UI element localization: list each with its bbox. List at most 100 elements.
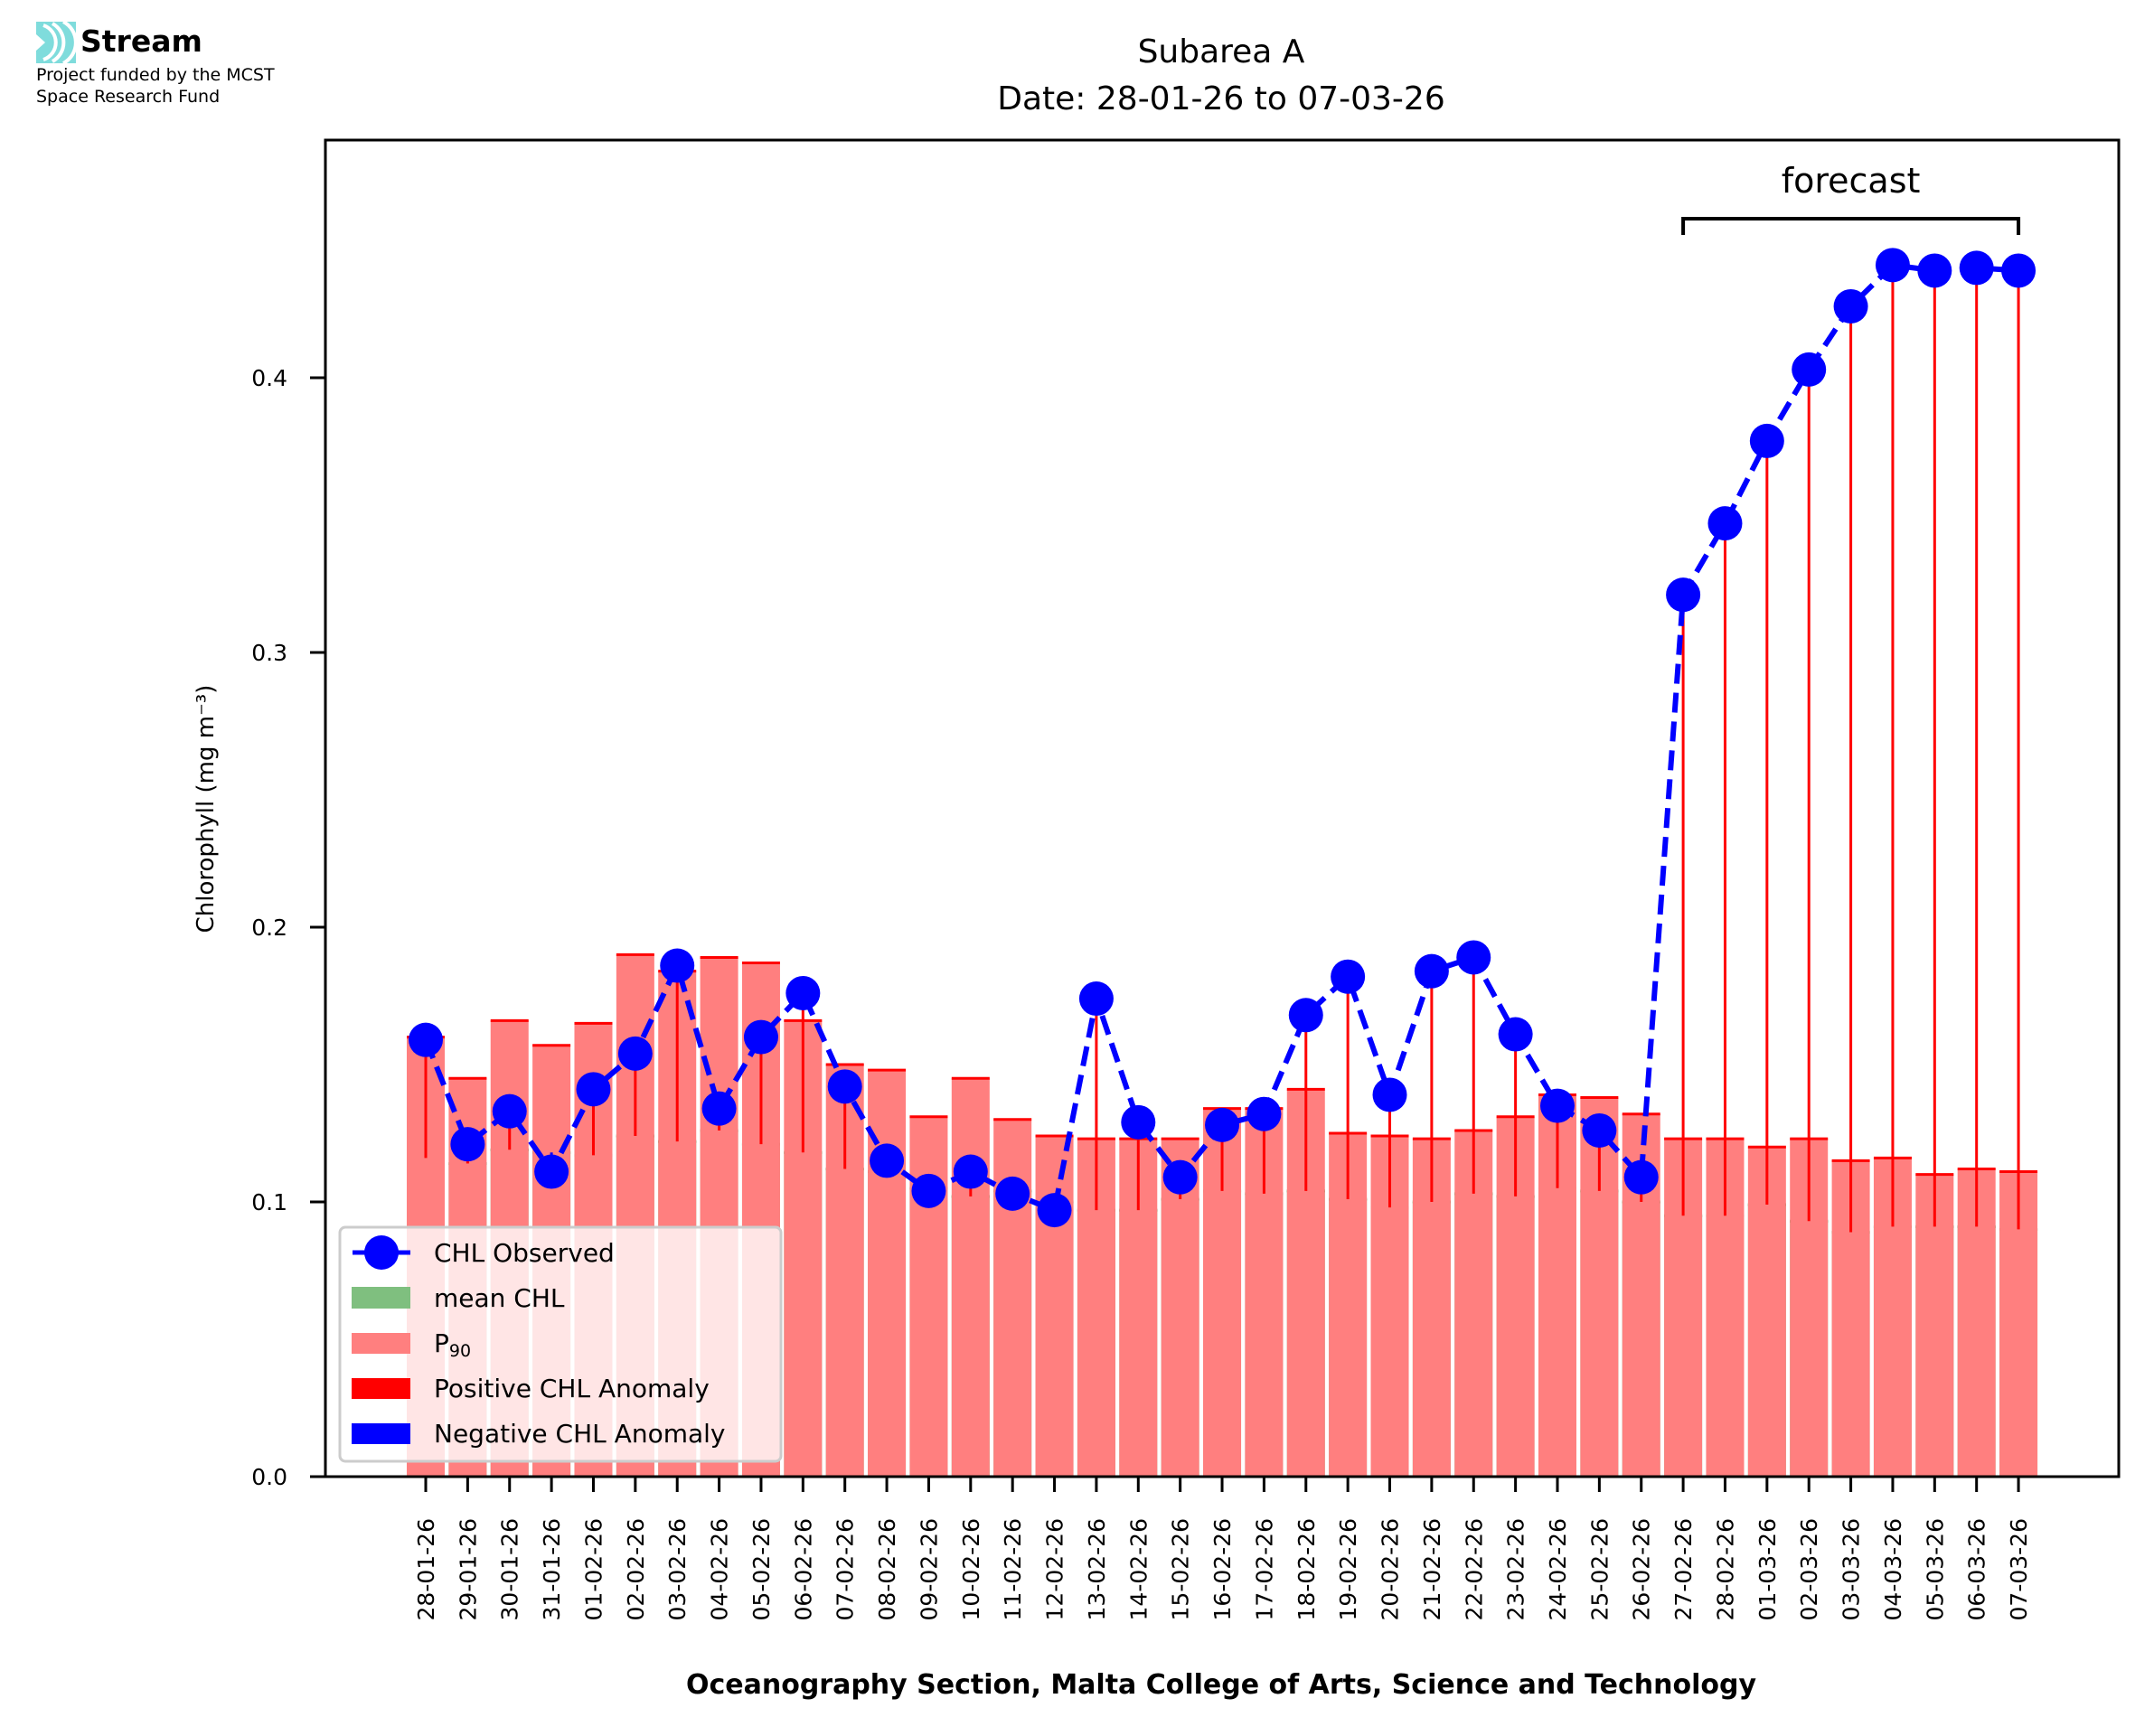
observed-marker — [701, 1091, 737, 1126]
p90-bar — [868, 1070, 907, 1477]
x-axis-ticks: 28-01-26 29-01-26 30-01-26 31-01-26 01-02-26… — [413, 1477, 2032, 1620]
observed-marker — [1498, 1017, 1533, 1052]
observed-marker — [1037, 1193, 1072, 1228]
observed-marker — [660, 948, 695, 983]
x-tick-label: 31-01-26 — [539, 1518, 565, 1620]
observed-marker — [576, 1072, 611, 1107]
y-tick-label: 0.1 — [251, 1189, 287, 1215]
x-tick-label: 07-02-26 — [832, 1518, 859, 1620]
observed-marker — [1539, 1088, 1575, 1123]
observed-marker — [1288, 998, 1323, 1033]
observed-marker — [1372, 1077, 1407, 1112]
legend-label-mean: mean CHL — [434, 1283, 565, 1313]
observed-marker — [911, 1173, 946, 1208]
legend-label-negative-anomaly: Negative CHL Anomaly — [434, 1419, 725, 1449]
x-tick-label: 15-02-26 — [1168, 1518, 1194, 1620]
legend-swatch-positive-anomaly — [352, 1378, 410, 1399]
observed-marker — [1246, 1096, 1282, 1131]
x-tick-label: 20-02-26 — [1378, 1518, 1404, 1620]
observed-marker — [743, 1019, 778, 1055]
p90-bar — [1035, 1136, 1074, 1477]
chart-subtitle: Date: 28-01-26 to 07-03-26 — [997, 80, 1444, 117]
x-tick-label: 16-02-26 — [1209, 1518, 1236, 1620]
x-tick-label: 22-02-26 — [1461, 1518, 1487, 1620]
legend-label-p90: P90 — [434, 1328, 471, 1361]
observed-marker — [1875, 248, 1910, 283]
observed-marker — [1707, 506, 1743, 541]
x-tick-label: 18-02-26 — [1293, 1518, 1320, 1620]
observed-marker — [1833, 288, 1868, 324]
observed-marker — [827, 1069, 862, 1104]
x-tick-label: 03-02-26 — [664, 1518, 691, 1620]
observed-marker — [450, 1127, 485, 1162]
observed-marker — [409, 1022, 443, 1057]
legend-label-observed: CHL Observed — [434, 1238, 615, 1268]
observed-marker — [534, 1154, 569, 1189]
observed-marker — [1078, 981, 1114, 1017]
x-tick-label: 05-02-26 — [748, 1518, 775, 1620]
y-tick-label: 0.0 — [251, 1464, 287, 1490]
chart-title: Subarea A — [1138, 33, 1305, 70]
legend-label-p90-base: P — [434, 1328, 449, 1358]
logo-name: Stream — [80, 23, 202, 59]
observed-marker — [2001, 253, 2036, 288]
x-tick-label: 07-03-26 — [2006, 1518, 2032, 1620]
legend-box — [338, 1225, 783, 1463]
observed-marker — [1205, 1107, 1240, 1142]
observed-marker — [995, 1176, 1030, 1211]
x-tick-label: 02-03-26 — [1796, 1518, 1822, 1620]
observed-marker — [1456, 940, 1491, 975]
x-tick-label: 06-03-26 — [1964, 1518, 1990, 1620]
y-axis-ticks: 0.0 0.1 0.2 0.3 0.4 — [251, 365, 325, 1490]
forecast-annotation: forecast — [1681, 161, 2021, 235]
observed-marker — [1792, 352, 1827, 387]
x-tick-label: 27-02-26 — [1670, 1518, 1697, 1620]
x-axis-label: Oceanography Section, Malta College of A… — [686, 1669, 1757, 1701]
logo-funding-line-1: Project funded by the MCST — [36, 65, 275, 85]
observed-marker — [1582, 1112, 1617, 1148]
x-tick-label: 14-02-26 — [1125, 1518, 1152, 1620]
observed-marker — [492, 1093, 527, 1129]
y-tick-label: 0.4 — [251, 365, 287, 391]
x-tick-label: 26-02-26 — [1629, 1518, 1655, 1620]
y-tick-label: 0.2 — [251, 915, 287, 941]
observed-marker — [1121, 1104, 1156, 1140]
y-tick-label: 0.3 — [251, 640, 287, 666]
x-tick-label: 11-02-26 — [1000, 1518, 1026, 1620]
observed-marker — [1666, 577, 1701, 613]
observed-marker — [1917, 253, 1952, 288]
x-tick-label: 01-03-26 — [1754, 1518, 1781, 1620]
x-tick-label: 04-03-26 — [1880, 1518, 1906, 1620]
x-tick-label: 06-02-26 — [790, 1518, 816, 1620]
observed-marker — [1331, 959, 1366, 994]
observed-line — [409, 248, 2036, 1228]
x-tick-label: 17-02-26 — [1251, 1518, 1277, 1620]
y-axis-label: Chlorophyll (mg m⁻³) — [193, 685, 220, 934]
legend-label-positive-anomaly: Positive CHL Anomaly — [434, 1374, 710, 1403]
x-tick-label: 01-02-26 — [580, 1518, 607, 1620]
forecast-bracket — [1681, 217, 2021, 235]
x-tick-label: 28-01-26 — [413, 1518, 439, 1620]
observed-marker — [785, 975, 821, 1010]
legend: CHL Observed mean CHL P90 Positive CHL A… — [338, 1225, 783, 1463]
x-tick-label: 03-03-26 — [1839, 1518, 1865, 1620]
x-tick-label: 08-02-26 — [874, 1518, 900, 1620]
forecast-label: forecast — [1782, 161, 1921, 201]
observed-marker — [870, 1143, 905, 1178]
x-tick-label: 29-01-26 — [455, 1518, 481, 1620]
observed-marker — [1959, 250, 1994, 286]
x-tick-label: 05-03-26 — [1922, 1518, 1948, 1620]
logo-funding-line-2: Space Research Fund — [36, 87, 221, 107]
x-tick-label: 09-02-26 — [916, 1518, 942, 1620]
legend-label-p90-sub: 90 — [449, 1341, 471, 1361]
x-tick-label: 23-02-26 — [1503, 1518, 1529, 1620]
observed-marker — [617, 1036, 653, 1071]
x-tick-label: 24-02-26 — [1545, 1518, 1571, 1620]
legend-swatch-p90 — [352, 1333, 410, 1354]
x-tick-label: 02-02-26 — [623, 1518, 649, 1620]
anomaly-lines — [424, 265, 2020, 1233]
x-tick-label: 12-02-26 — [1042, 1518, 1068, 1620]
legend-observed-marker — [364, 1235, 399, 1270]
observed-marker — [1414, 953, 1449, 989]
